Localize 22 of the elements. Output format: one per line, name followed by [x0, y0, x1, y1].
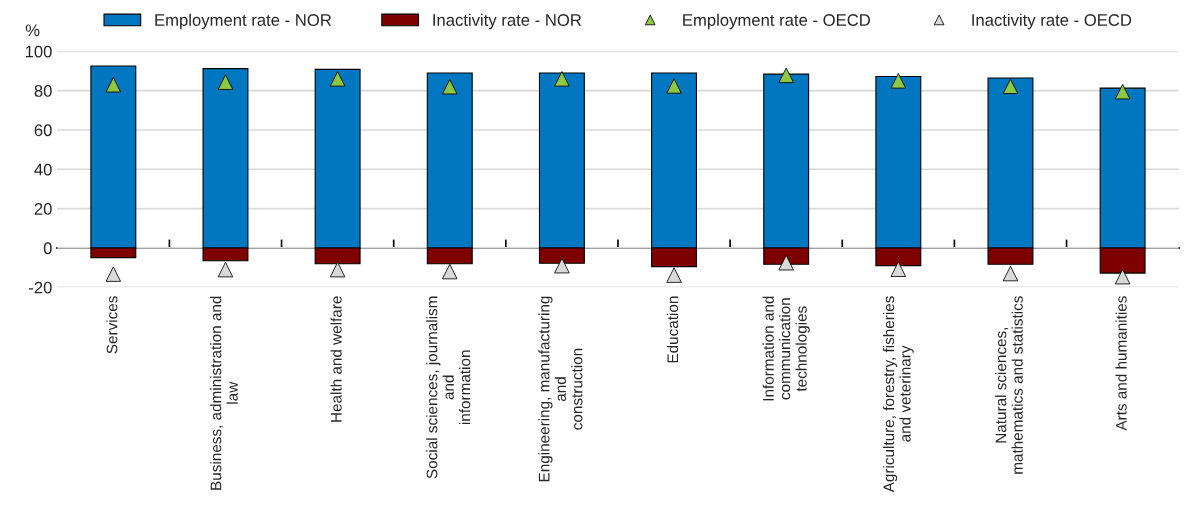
x-tick-label: Agriculture, forestry, fisheries and veterinary	[882, 296, 914, 493]
y-tick-label: 60	[34, 124, 52, 137]
y-tick-label: 40	[34, 163, 52, 176]
y-tick-label: 0	[43, 242, 52, 255]
y-tick-label: 100	[25, 45, 52, 58]
legend-label: Employment rate - NOR	[155, 13, 332, 30]
x-tick-label: Engineering, manufacturing and construction	[538, 296, 583, 482]
legend-label: Inactivity rate - NOR	[433, 13, 582, 30]
x-tick-label: Social sciences, journalism and information	[426, 296, 471, 479]
x-tick-label: Health and welfare	[330, 296, 342, 422]
x-tick-label: Natural sciences, mathematics and statistics	[995, 296, 1023, 474]
y-tick-label: 20	[34, 203, 52, 215]
x-tick-label: Education	[666, 296, 679, 363]
x-tick-label: Information and communication technologies	[762, 296, 810, 401]
y-tick-label: 80	[34, 85, 52, 97]
x-tick-label: Business, administration and law	[210, 296, 238, 490]
y-axis-title: %	[25, 24, 40, 37]
x-tick-label: Arts and humanities	[1115, 296, 1127, 431]
y-tick-label: -20	[29, 281, 52, 294]
legend-label: Inactivity rate - OECD	[972, 13, 1132, 30]
x-tick-label: Services	[106, 296, 118, 354]
legend-label: Employment rate - OECD	[683, 13, 870, 30]
